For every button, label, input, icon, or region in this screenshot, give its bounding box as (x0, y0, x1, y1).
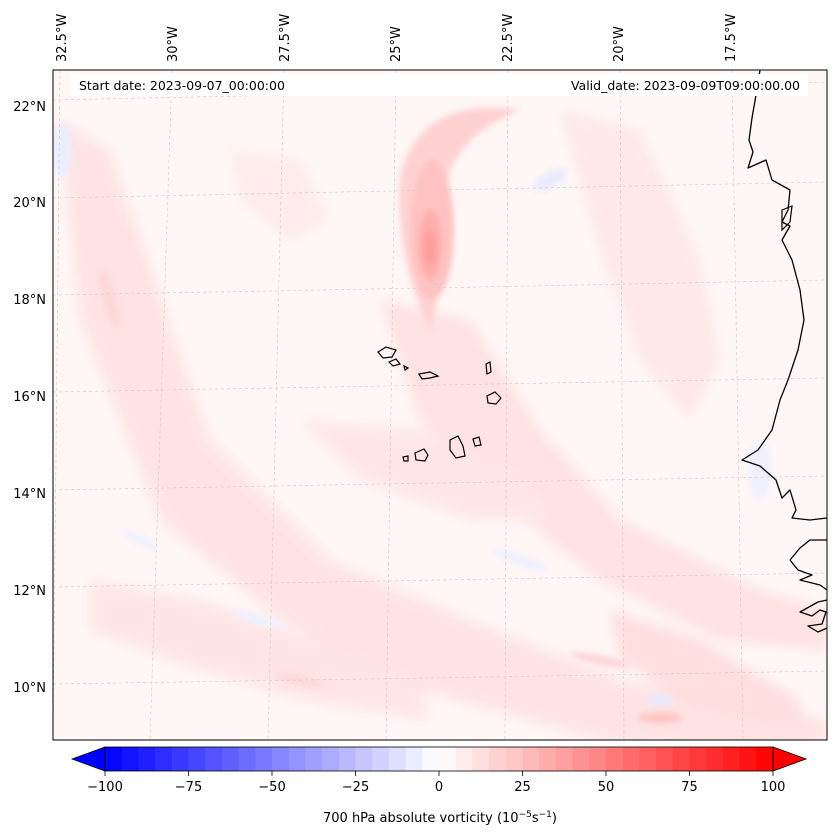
colorbar-cell (689, 747, 707, 771)
lat-label: 20°N (13, 196, 46, 211)
colorbar-cell (622, 747, 640, 771)
colorbar-cell (138, 747, 156, 771)
valid-date-label: Valid_date: 2023-09-09T09:00:00.00 (571, 78, 800, 93)
colorbar-cell (338, 747, 356, 771)
colorbar-cell (155, 747, 173, 771)
map-frame (52, 69, 828, 741)
colorbar-ticks: −100 −75 −50 −25 0 25 50 75 100 (87, 771, 785, 795)
colorbar-cell (606, 747, 624, 771)
colorbar-cell (405, 747, 423, 771)
colorbar-tick-label: 100 (761, 780, 786, 795)
colorbar-cell (572, 747, 590, 771)
colorbar-tick-label: −50 (258, 780, 285, 795)
vorticity-field (53, 70, 827, 740)
colorbar-cell (539, 747, 557, 771)
lon-label: 27.5°W (278, 14, 293, 62)
colorbar-cell (205, 747, 223, 771)
lat-label: 10°N (13, 681, 46, 696)
colorbar-cell (238, 747, 256, 771)
colorbar-cell (472, 747, 490, 771)
colorbar-cell (121, 747, 139, 771)
colorbar-cell (439, 747, 457, 771)
colorbar-tick-label: 0 (435, 780, 443, 795)
colorbar-cell (322, 747, 340, 771)
colorbar-cell (639, 747, 657, 771)
latitude-labels: 22°N 20°N 18°N 16°N 14°N 12°N 10°N (13, 100, 46, 696)
colorbar-cell (171, 747, 189, 771)
colorbar-tick-label: −25 (342, 780, 369, 795)
colorbar-cells (105, 747, 774, 771)
lat-label: 22°N (13, 100, 46, 115)
colorbar-cell (522, 747, 540, 771)
colorbar-cell (305, 747, 323, 771)
date-strip (70, 74, 808, 96)
colorbar-tick-label: 50 (598, 780, 615, 795)
colorbar-cell (355, 747, 373, 771)
lat-label: 12°N (13, 584, 46, 599)
colorbar-cell (372, 747, 390, 771)
colorbar-cell (255, 747, 273, 771)
colorbar-cell (722, 747, 741, 771)
colorbar-cell (555, 747, 574, 771)
colorbar-cell (656, 747, 674, 771)
colorbar-cell (756, 747, 774, 771)
start-date-label: Start date: 2023-09-07_00:00:00 (79, 78, 285, 93)
lat-label: 16°N (13, 390, 46, 405)
colorbar-tick-label: −75 (175, 780, 202, 795)
colorbar-cell (221, 747, 240, 771)
lon-label: 30°W (166, 26, 181, 62)
lon-label: 20°W (612, 26, 627, 62)
africa-coastline (741, 70, 827, 521)
colorbar-cell (288, 747, 306, 771)
colorbar-label: 700 hPa absolute vorticity (10−5s−1) (323, 810, 557, 826)
lat-label: 14°N (13, 487, 46, 502)
colorbar-cell (489, 747, 507, 771)
colorbar: −100 −75 −50 −25 0 25 50 75 100 700 hPa absolute… (70, 746, 808, 826)
colorbar-tick-label: −100 (87, 780, 123, 795)
colorbar-tick-label: 25 (514, 780, 531, 795)
colorbar-cell (188, 747, 206, 771)
cabo-verde-islands (377, 346, 502, 462)
lon-label: 17.5°W (724, 14, 739, 62)
colorbar-cell (105, 747, 123, 771)
colorbar-cell (739, 747, 757, 771)
colorbar-extend-min (70, 746, 106, 772)
lon-label: 25°W (389, 26, 404, 62)
colorbar-extend-max (772, 746, 808, 772)
africa-coastline-south (789, 539, 827, 633)
colorbar-cell (272, 747, 290, 771)
colorbar-cell (455, 747, 473, 771)
colorbar-cell (422, 747, 440, 771)
map-panel[interactable]: Start date: 2023-09-07_00:00:00 Valid_da… (52, 69, 828, 760)
colorbar-cell (388, 747, 407, 771)
colorbar-cell (672, 747, 690, 771)
graticule (53, 70, 827, 740)
lat-label: 18°N (13, 293, 46, 308)
colorbar-cell (706, 747, 724, 771)
colorbar-cell (505, 747, 523, 771)
lon-label: 32.5°W (55, 14, 70, 62)
lon-label: 22.5°W (501, 14, 516, 62)
colorbar-cell (589, 747, 607, 771)
longitude-labels: 32.5°W 30°W 27.5°W 25°W 22.5°W 20°W 17.5… (55, 14, 739, 62)
colorbar-tick-label: 75 (681, 780, 698, 795)
